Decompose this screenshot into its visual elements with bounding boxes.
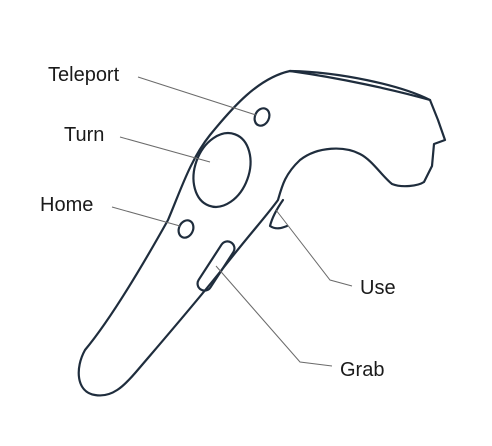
grab-label: Grab <box>340 359 384 381</box>
controller-body <box>77 69 447 397</box>
use-label: Use <box>360 277 396 299</box>
home-label: Home <box>40 194 93 216</box>
teleport-leader <box>137 76 257 116</box>
teleport-label: Teleport <box>48 64 120 86</box>
home-leader <box>111 206 181 227</box>
grip-button <box>196 240 236 292</box>
trigger <box>268 198 289 230</box>
turn-label: Turn <box>64 124 104 146</box>
turn-leader <box>119 136 211 163</box>
home-button <box>177 219 195 239</box>
trackpad <box>192 132 252 208</box>
controller-outline <box>77 69 447 397</box>
use-leader <box>275 209 353 287</box>
grab-leader <box>215 265 333 367</box>
teleport-button <box>253 107 271 127</box>
tracking-ring-edge <box>288 69 432 102</box>
